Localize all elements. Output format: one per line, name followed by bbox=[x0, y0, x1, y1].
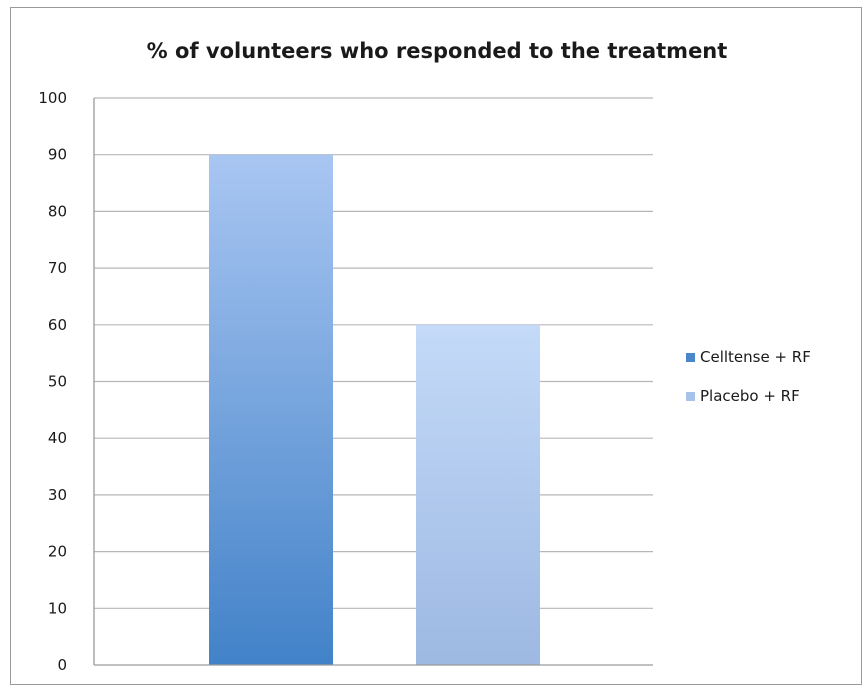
y-tick-label: 60 bbox=[48, 316, 67, 334]
chart-frame: % of volunteers who responded to the tre… bbox=[10, 7, 862, 685]
y-tick-label: 30 bbox=[48, 486, 67, 504]
bars bbox=[209, 154, 540, 665]
legend-item: Celltense + RF bbox=[686, 348, 811, 366]
axes bbox=[93, 98, 653, 666]
y-tick-label: 10 bbox=[48, 599, 67, 617]
y-tick-label: 100 bbox=[38, 89, 67, 107]
gridlines bbox=[94, 97, 653, 609]
y-tick-label: 90 bbox=[48, 146, 67, 164]
bar-chart: % of volunteers who responded to the tre… bbox=[38, 39, 811, 674]
legend-label: Placebo + RF bbox=[700, 387, 800, 405]
legend-item: Placebo + RF bbox=[686, 387, 800, 405]
y-tick-label: 80 bbox=[48, 202, 67, 220]
y-axis-ticks: 0 10 20 30 40 50 60 70 80 90 100 bbox=[38, 89, 67, 674]
legend-swatch bbox=[686, 392, 695, 401]
bar-placebo-rf bbox=[416, 324, 540, 665]
y-tick-label: 50 bbox=[48, 373, 67, 391]
y-tick-label: 20 bbox=[48, 543, 67, 561]
legend-label: Celltense + RF bbox=[700, 348, 811, 366]
bar-celltense-rf bbox=[209, 154, 333, 665]
legend-swatch bbox=[686, 353, 695, 362]
y-tick-label: 0 bbox=[57, 656, 67, 674]
y-tick-label: 40 bbox=[48, 429, 67, 447]
chart-title: % of volunteers who responded to the tre… bbox=[147, 39, 728, 63]
y-tick-label: 70 bbox=[48, 259, 67, 277]
legend: Celltense + RF Placebo + RF bbox=[686, 348, 811, 405]
